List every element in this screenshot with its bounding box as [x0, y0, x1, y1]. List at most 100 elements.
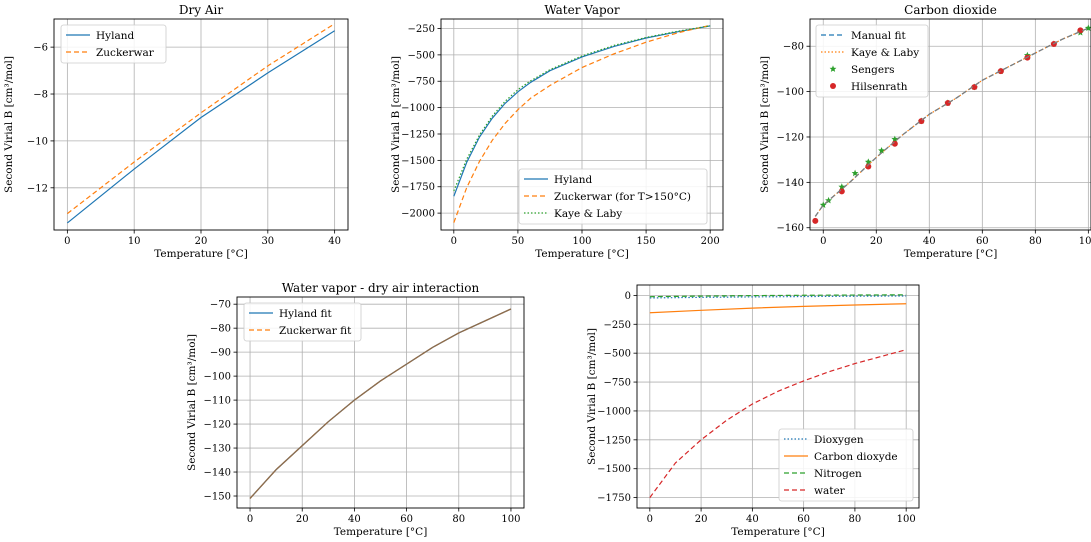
chart-title: Water vapor - dry air interaction — [282, 281, 480, 295]
marker-circle — [944, 99, 951, 106]
marker-star — [819, 201, 827, 208]
marker-circle — [997, 68, 1004, 75]
y-tick-label: −1500 — [597, 464, 631, 475]
chart-title: Carbon dioxide — [904, 3, 997, 17]
subplot-comparison: 0 20 40 60 80 100 −1750 −1500 −1250 −1000 −750 −500… — [586, 284, 920, 538]
subplot-water-air-interaction: 0 20 40 60 80 100 −150 −140 −130 −120 −110 −100 −90 −… — [186, 281, 525, 538]
x-tick-label: 100 — [1079, 236, 1091, 247]
chart-title: Water Vapor — [544, 3, 620, 17]
y-tick-label: −1750 — [401, 182, 435, 193]
legend-box — [815, 24, 929, 98]
y-tick-label: 0 — [625, 291, 631, 302]
y-tick-label: −120 — [777, 132, 804, 143]
legend-label: Kaye & Laby — [851, 47, 919, 59]
y-tick-label: −250 — [604, 320, 631, 331]
series-line — [453, 25, 711, 192]
legend-label: Manual fit — [851, 30, 906, 42]
y-tick-label: −500 — [604, 349, 631, 360]
legend-label: Hyland — [554, 174, 592, 186]
subplot-dry-air: 0 10 20 30 40 −12 −10 −8 −6 Dry Air Temperature [°… — [3, 3, 349, 260]
series-line — [66, 30, 335, 224]
x-tick-label: 40 — [746, 514, 759, 525]
x-axis-label: Temperature [°C] — [535, 248, 629, 260]
legend-label: Kaye & Laby — [554, 208, 622, 220]
y-tick-label: −130 — [204, 444, 231, 455]
legend-label: Zuckerwar fit — [279, 325, 352, 337]
legend-label: Sengers — [851, 64, 895, 76]
y-tick-label: −160 — [777, 223, 804, 234]
y-tick-label: −140 — [777, 178, 804, 189]
marker-star — [851, 169, 859, 177]
y-tick-label: −90 — [210, 348, 231, 359]
series-line — [649, 349, 907, 498]
legend-marker — [830, 83, 836, 89]
x-tick-label: 20 — [195, 236, 208, 247]
y-tick-label: −1500 — [401, 156, 435, 167]
y-tick-label: −1250 — [597, 435, 631, 446]
legend-label: Carbon dioxyde — [814, 451, 898, 463]
y-tick-label: −70 — [210, 300, 231, 311]
y-axis-label: Second Virial B [cm³/mol] — [390, 56, 402, 193]
x-tick-label: 100 — [897, 514, 916, 525]
x-tick-label: 60 — [400, 514, 413, 525]
axes-frame — [636, 284, 920, 509]
y-tick-label: −10 — [27, 136, 48, 147]
x-tick-label: 40 — [348, 514, 361, 525]
x-tick-label: 100 — [501, 514, 520, 525]
x-tick-label: 20 — [870, 236, 883, 247]
y-tick-label: −100 — [777, 87, 804, 98]
subplot-carbon-dioxide: 0 20 40 60 80 100 −160 −140 −120 −100 −80 Carbon di… — [759, 3, 1091, 260]
marker-circle — [812, 217, 819, 224]
y-tick-label: −8 — [33, 90, 48, 101]
y-tick-label: −750 — [408, 77, 435, 88]
marker-circle — [971, 84, 978, 91]
x-tick-label: 60 — [976, 236, 989, 247]
y-tick-label: −6 — [33, 43, 48, 54]
x-tick-label: 150 — [637, 236, 656, 247]
x-tick-label: 50 — [512, 236, 525, 247]
y-tick-label: −1000 — [597, 406, 631, 417]
y-tick-label: −750 — [604, 378, 631, 389]
legend-box — [518, 168, 708, 225]
y-axis-label: Second Virial B [cm³/mol] — [759, 56, 771, 193]
x-tick-label: 40 — [328, 236, 341, 247]
legend-label: Zuckerwar (for T>150°C) — [554, 191, 691, 203]
legend-box — [778, 428, 914, 502]
y-tick-label: −80 — [783, 42, 804, 53]
y-tick-label: −140 — [204, 468, 231, 479]
x-tick-label: 80 — [1029, 236, 1042, 247]
x-tick-label: 80 — [849, 514, 862, 525]
y-axis-label: Second Virial B [cm³/mol] — [3, 56, 15, 193]
x-tick-label: 100 — [572, 236, 591, 247]
x-tick-label: 20 — [695, 514, 708, 525]
y-tick-label: −100 — [204, 372, 231, 383]
legend-label: Hyland — [96, 30, 134, 42]
y-tick-label: −500 — [408, 50, 435, 61]
y-axis-label: Second Virial B [cm³/mol] — [586, 328, 598, 465]
series-line — [453, 25, 711, 197]
x-tick-label: 60 — [797, 514, 810, 525]
x-tick-label: 0 — [247, 514, 253, 525]
x-tick-label: 0 — [647, 514, 653, 525]
legend-label: Dioxygen — [814, 434, 864, 446]
series-line — [66, 23, 335, 215]
subplot-water-vapor: 0 50 100 150 200 −2000 −1750 −1500 −1250 −1000 −75… — [390, 3, 724, 260]
chart-title: Dry Air — [179, 3, 223, 17]
y-tick-label: −150 — [204, 492, 231, 503]
legend-label: Hyland fit — [279, 308, 333, 320]
marker-star — [1084, 24, 1091, 31]
x-axis-label: Temperature [°C] — [731, 526, 825, 538]
x-tick-label: 10 — [128, 236, 141, 247]
legend-label: water — [814, 485, 846, 497]
y-tick-label: −110 — [204, 396, 231, 407]
y-tick-label: −1250 — [401, 129, 435, 140]
marker-star — [891, 135, 899, 143]
series-line-overlap — [249, 308, 512, 499]
x-tick-label: 0 — [451, 236, 457, 247]
legend-label: Zuckerwar — [96, 47, 155, 59]
x-tick-label: 40 — [923, 236, 936, 247]
x-tick-label: 200 — [701, 236, 720, 247]
x-axis-label: Temperature [°C] — [334, 526, 428, 538]
marker-circle — [865, 163, 872, 170]
x-tick-label: 0 — [820, 236, 826, 247]
